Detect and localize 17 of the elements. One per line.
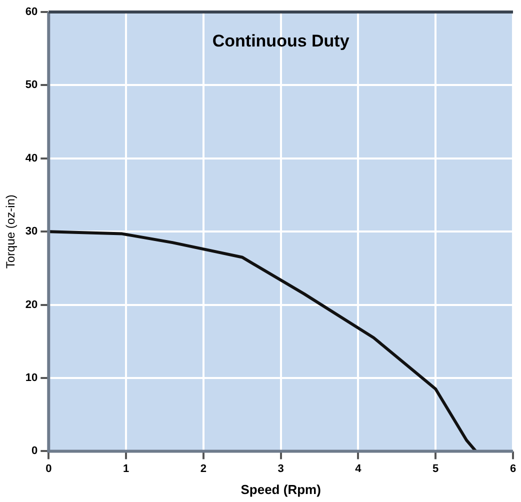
y-tick-label: 20 (25, 298, 38, 311)
x-tick-label: 2 (200, 462, 206, 475)
y-tick-label: 60 (25, 6, 38, 18)
y-tick-label: 30 (25, 226, 38, 238)
y-tick-label: 0 (32, 445, 38, 458)
y-tick-label: 50 (25, 79, 38, 92)
text: Continuous Duty (212, 32, 350, 51)
y-tick-label: 40 (25, 152, 38, 164)
x-tick-label: 5 (432, 462, 439, 475)
y-tick-label: 10 (25, 372, 38, 384)
x-tick-label: 0 (46, 462, 52, 475)
y-axis-title: Torque (oz-in) (4, 194, 18, 269)
x-tick-label: 4 (355, 462, 362, 475)
x-axis-title: Speed (Rpm) (240, 482, 321, 497)
x-tick-label: 3 (278, 462, 284, 475)
x-tick-label: 1 (122, 462, 130, 475)
x-tick-label: 6 (510, 462, 516, 475)
